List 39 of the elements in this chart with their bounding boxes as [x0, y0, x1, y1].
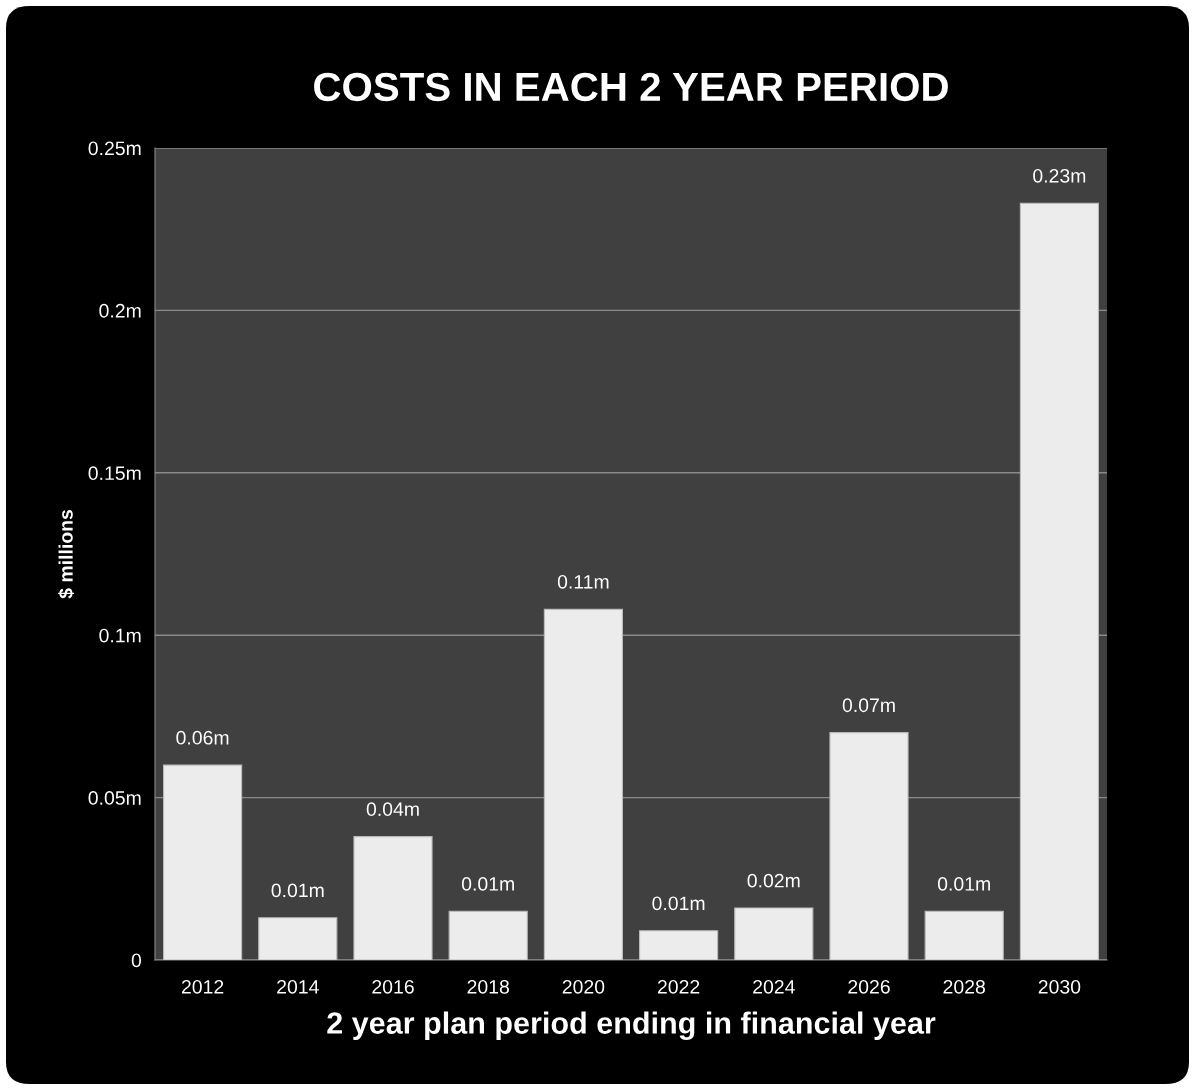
bar [734, 907, 814, 960]
y-tick-label: 0 [131, 953, 142, 968]
data-label: 0.11m [557, 574, 609, 589]
y-tick-label: 0.15m [88, 466, 141, 481]
bar [353, 836, 433, 960]
data-label: 0.07m [842, 698, 895, 713]
x-axis-title: 2 year plan period ending in financial year [327, 1011, 936, 1041]
x-tick-label: 2024 [753, 979, 795, 994]
y-tick-label: 0.1m [99, 628, 141, 643]
data-label: 0.02m [747, 873, 800, 888]
data-label: 0.01m [271, 883, 324, 898]
x-tick-label: 2012 [181, 979, 224, 994]
bar [639, 930, 719, 960]
x-tick-label: 2022 [657, 979, 700, 994]
x-tick-label: 2020 [562, 979, 605, 994]
x-tick-label: 2018 [467, 979, 509, 994]
data-label: 0.23m [1033, 168, 1086, 183]
data-label: 0.01m [461, 877, 514, 891]
x-tick-label: 2030 [1038, 979, 1081, 994]
bar [258, 917, 338, 960]
data-label: 0.04m [366, 802, 419, 817]
bar [163, 764, 243, 960]
data-label: 0.01m [652, 896, 705, 911]
y-tick-label: 0.25m [88, 141, 141, 156]
data-label: 0.06m [176, 730, 229, 745]
x-tick-label: 2016 [372, 979, 414, 994]
y-tick-label: 0.2m [99, 303, 141, 318]
y-tick-label: 0.05m [88, 791, 141, 805]
bar [448, 910, 528, 960]
y-axis-title: $ millions [58, 509, 75, 599]
bar [543, 608, 623, 960]
x-tick-label: 2014 [277, 979, 319, 994]
data-label: 0.01m [937, 877, 990, 891]
x-tick-label: 2026 [848, 979, 890, 994]
bar [924, 910, 1004, 960]
bar [1019, 202, 1099, 960]
chart-title: COSTS IN EACH 2 YEAR PERIOD [314, 72, 948, 102]
bar [829, 732, 909, 960]
x-tick-label: 2028 [943, 979, 985, 994]
